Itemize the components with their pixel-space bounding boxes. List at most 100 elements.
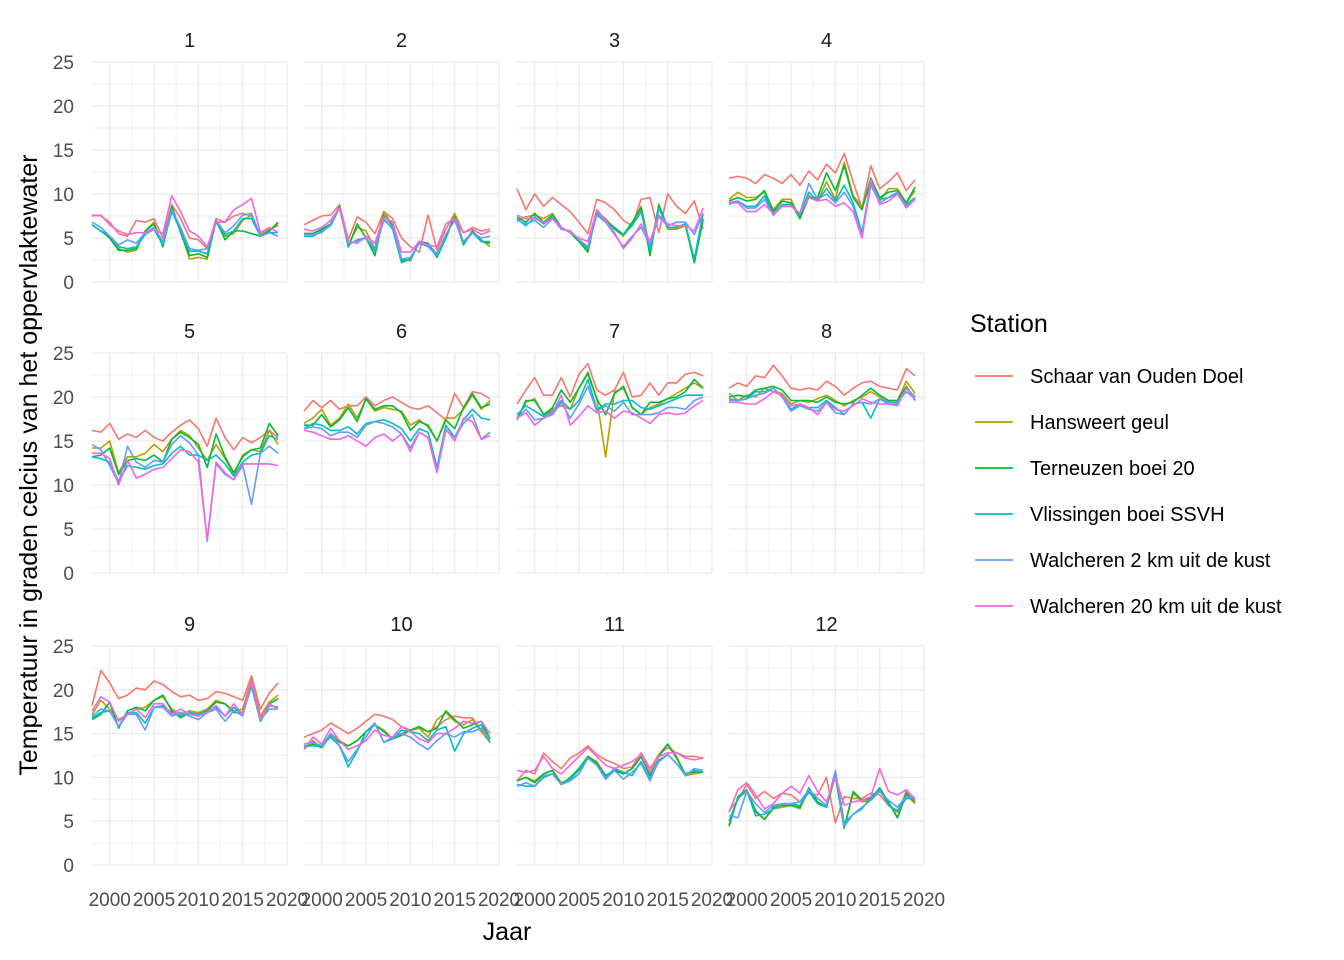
series-line-vlissingen-boei-ssvh bbox=[728, 771, 916, 824]
x-tick-label: 2000 bbox=[726, 890, 768, 911]
y-tick-label: 0 bbox=[63, 273, 74, 294]
x-tick-label: 2015 bbox=[647, 890, 689, 911]
series-line-terneuzen-boei-20 bbox=[91, 422, 279, 476]
series-line-walcheren-2-km-uit-de-kust bbox=[516, 753, 704, 788]
y-tick-label: 10 bbox=[53, 768, 74, 789]
x-tick-label: 2000 bbox=[301, 890, 343, 911]
panel-strip-label: 8 bbox=[821, 321, 832, 343]
legend-item: Walcheren 2 km uit de kust bbox=[975, 550, 1271, 572]
y-tick-label: 5 bbox=[63, 229, 74, 250]
panel-strip-label: 9 bbox=[184, 614, 195, 636]
y-tick-label: 25 bbox=[53, 53, 74, 74]
series-line-walcheren-20-km-uit-de-kust bbox=[303, 417, 491, 474]
y-tick-label: 0 bbox=[63, 564, 74, 585]
series-line-vlissingen-boei-ssvh bbox=[728, 180, 916, 234]
legend: Station Schaar van Ouden Doel Hansweert g… bbox=[970, 310, 1282, 618]
series-line-walcheren-20-km-uit-de-kust bbox=[729, 387, 916, 416]
series-line-walcheren-20-km-uit-de-kust bbox=[91, 680, 279, 723]
x-tick-label: 2015 bbox=[222, 890, 264, 911]
panel-6: 6 bbox=[303, 321, 500, 574]
x-tick-label: 2005 bbox=[770, 890, 812, 911]
series-line-walcheren-20-km-uit-de-kust bbox=[516, 746, 704, 775]
series-line-vlissingen-boei-ssvh bbox=[516, 378, 704, 418]
x-tick-label: 2010 bbox=[602, 890, 644, 911]
legend-label: Hansweert geul bbox=[1030, 412, 1169, 434]
x-tick-label: 2000 bbox=[89, 890, 131, 911]
y-tick-label: 20 bbox=[53, 388, 74, 409]
x-tick-label: 2010 bbox=[814, 890, 856, 911]
y-tick-label: 15 bbox=[53, 725, 74, 746]
series-line-walcheren-2-km-uit-de-kust bbox=[728, 769, 916, 828]
series-line-walcheren-2-km-uit-de-kust bbox=[91, 434, 279, 543]
series-line-terneuzen-boei-20 bbox=[728, 385, 916, 405]
x-tick-label: 2005 bbox=[558, 890, 600, 911]
series-line-terneuzen-boei-20 bbox=[304, 392, 491, 442]
panel-9: 9 0 5 10 15 20 25 2000 2005 2010 2015 2020 bbox=[53, 614, 308, 911]
panel-strip-label: 11 bbox=[604, 614, 625, 636]
panel-strip-label: 7 bbox=[609, 321, 620, 343]
y-tick-label: 20 bbox=[53, 681, 74, 702]
panel-5: 5 0 5 10 15 20 25 bbox=[53, 321, 288, 585]
legend-label: Schaar van Ouden Doel bbox=[1030, 366, 1243, 388]
series-line-terneuzen-boei-20 bbox=[91, 205, 279, 259]
legend-label: Terneuzen boei 20 bbox=[1030, 458, 1195, 480]
series-line-terneuzen-boei-20 bbox=[728, 165, 916, 220]
series-line-walcheren-20-km-uit-de-kust bbox=[728, 767, 916, 813]
panel-strip-label: 3 bbox=[609, 30, 620, 52]
x-tick-label: 2020 bbox=[691, 890, 733, 911]
series-line-schaar-van-ouden-doel bbox=[516, 362, 704, 405]
panel-8: 8 bbox=[728, 321, 925, 574]
series-line-walcheren-2-km-uit-de-kust bbox=[516, 213, 704, 248]
series-line-walcheren-20-km-uit-de-kust bbox=[303, 207, 491, 253]
x-tick-label: 2020 bbox=[903, 890, 945, 911]
series-line-walcheren-20-km-uit-de-kust bbox=[92, 448, 279, 541]
series-line-schaar-van-ouden-doel bbox=[728, 364, 916, 397]
legend-item: Schaar van Ouden Doel bbox=[975, 366, 1243, 388]
series-line-terneuzen-boei-20 bbox=[516, 203, 704, 264]
series-line-terneuzen-boei-20 bbox=[516, 743, 704, 786]
series-line-schaar-van-ouden-doel bbox=[303, 390, 491, 421]
legend-label: Walcheren 20 km uit de kust bbox=[1030, 596, 1282, 618]
y-tick-label: 25 bbox=[53, 344, 74, 365]
x-tick-label: 2015 bbox=[859, 890, 901, 911]
panel-strip-label: 1 bbox=[184, 30, 195, 52]
y-tick-label: 20 bbox=[53, 97, 74, 118]
series-line-schaar-van-ouden-doel bbox=[91, 669, 279, 710]
panel-2: 2 bbox=[303, 30, 500, 283]
series-line-schaar-van-ouden-doel bbox=[516, 188, 704, 235]
x-tick-label: 2010 bbox=[389, 890, 431, 911]
series-line-walcheren-20-km-uit-de-kust bbox=[303, 720, 491, 751]
series-line-vlissingen-boei-ssvh bbox=[91, 210, 279, 255]
legend-item: Terneuzen boei 20 bbox=[975, 458, 1195, 480]
x-tick-label: 2005 bbox=[133, 890, 175, 911]
legend-item: Walcheren 20 km uit de kust bbox=[975, 596, 1282, 618]
panel-strip-label: 6 bbox=[396, 321, 407, 343]
panel-strip-label: 12 bbox=[815, 614, 837, 636]
series-line-schaar-van-ouden-doel bbox=[728, 776, 916, 824]
x-tick-label: 2005 bbox=[345, 890, 387, 911]
y-tick-label: 5 bbox=[63, 520, 74, 541]
panel-3: 3 bbox=[516, 30, 713, 283]
series-line-hansweert-geul bbox=[92, 429, 279, 476]
series-line-walcheren-20-km-uit-de-kust bbox=[516, 207, 704, 250]
panel-strip-label: 2 bbox=[396, 30, 407, 52]
series-line-schaar-van-ouden-doel bbox=[303, 203, 491, 253]
panel-12: 12 2000 2005 2010 2015 2020 bbox=[726, 614, 946, 911]
x-tick-label: 2015 bbox=[434, 890, 476, 911]
series-line-hansweert-geul bbox=[516, 205, 704, 264]
series-line-schaar-van-ouden-doel bbox=[91, 417, 279, 451]
x-tick-label: 2010 bbox=[177, 890, 219, 911]
series-line-walcheren-2-km-uit-de-kust bbox=[304, 207, 491, 260]
panel-11: 11 2000 2005 2010 2015 2020 bbox=[514, 614, 734, 911]
y-tick-label: 10 bbox=[53, 185, 74, 206]
panel-strip-label: 5 bbox=[184, 321, 195, 343]
panel-strip-label: 4 bbox=[821, 30, 832, 52]
x-axis-title: Jaar bbox=[483, 918, 532, 946]
panel-strip-label: 10 bbox=[390, 614, 412, 636]
legend-title: Station bbox=[970, 310, 1048, 338]
legend-items: Schaar van Ouden Doel Hansweert geul Terne… bbox=[975, 366, 1282, 618]
series-line-walcheren-2-km-uit-de-kust bbox=[728, 182, 916, 237]
